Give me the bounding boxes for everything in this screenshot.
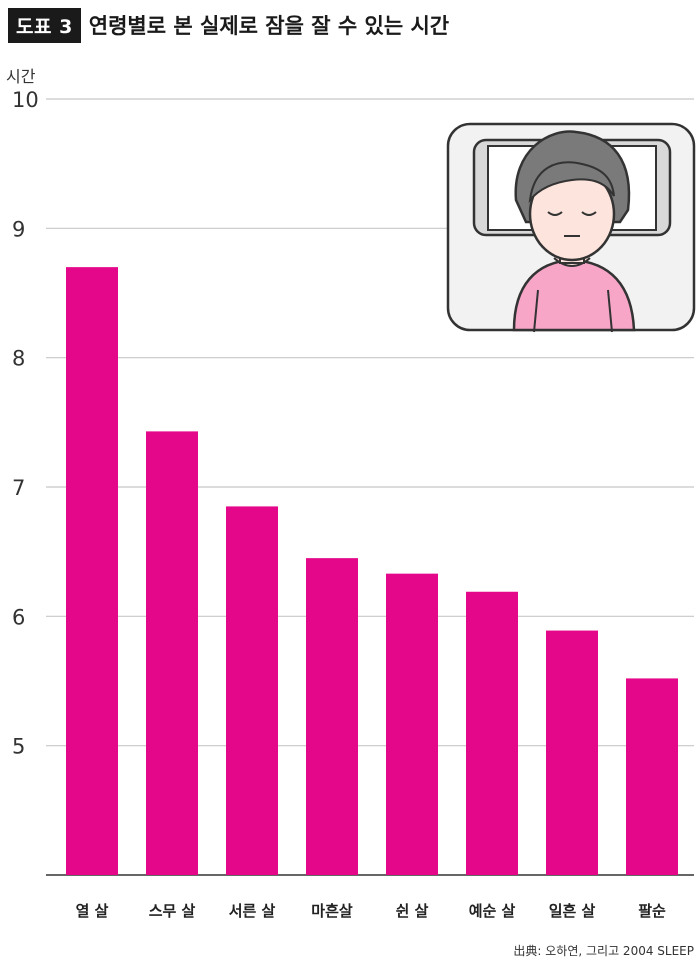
bar — [466, 591, 518, 875]
bar — [66, 267, 118, 876]
bar — [226, 506, 278, 875]
bar — [146, 431, 198, 875]
chart-title: 연령별로 본 실제로 잠을 잘 수 있는 시간 — [88, 14, 450, 38]
x-tick-label: 일흔 살 — [549, 902, 596, 920]
x-tick-label: 팔순 — [638, 902, 666, 920]
x-tick-label: 서른 살 — [229, 902, 276, 920]
y-tick-label: 5 — [12, 735, 25, 759]
x-tick-label: 쉰 살 — [396, 902, 429, 920]
x-tick-label: 스무 살 — [149, 902, 196, 920]
bar — [546, 630, 598, 875]
y-tick-label: 8 — [12, 347, 25, 371]
bar — [306, 558, 358, 875]
y-tick-label: 10 — [12, 88, 39, 112]
sleeping-person-illustration — [446, 122, 696, 333]
y-axis-label: 시간 — [6, 67, 36, 86]
figure-badge: 도표 3 — [8, 7, 81, 43]
y-tick-label: 6 — [12, 605, 25, 629]
bar — [626, 678, 678, 875]
x-tick-label: 마흔살 — [311, 902, 353, 920]
y-tick-label: 7 — [12, 476, 25, 500]
bar — [386, 573, 438, 875]
x-tick-label: 열 살 — [76, 902, 109, 920]
y-tick-label: 9 — [12, 217, 25, 241]
x-tick-label: 예순 살 — [469, 902, 516, 920]
chart-header: 도표 3 연령별로 본 실제로 잠을 잘 수 있는 시간 — [8, 7, 450, 43]
source-note: 出典: 오하연, 그리고 2004 SLEEP — [513, 944, 694, 958]
